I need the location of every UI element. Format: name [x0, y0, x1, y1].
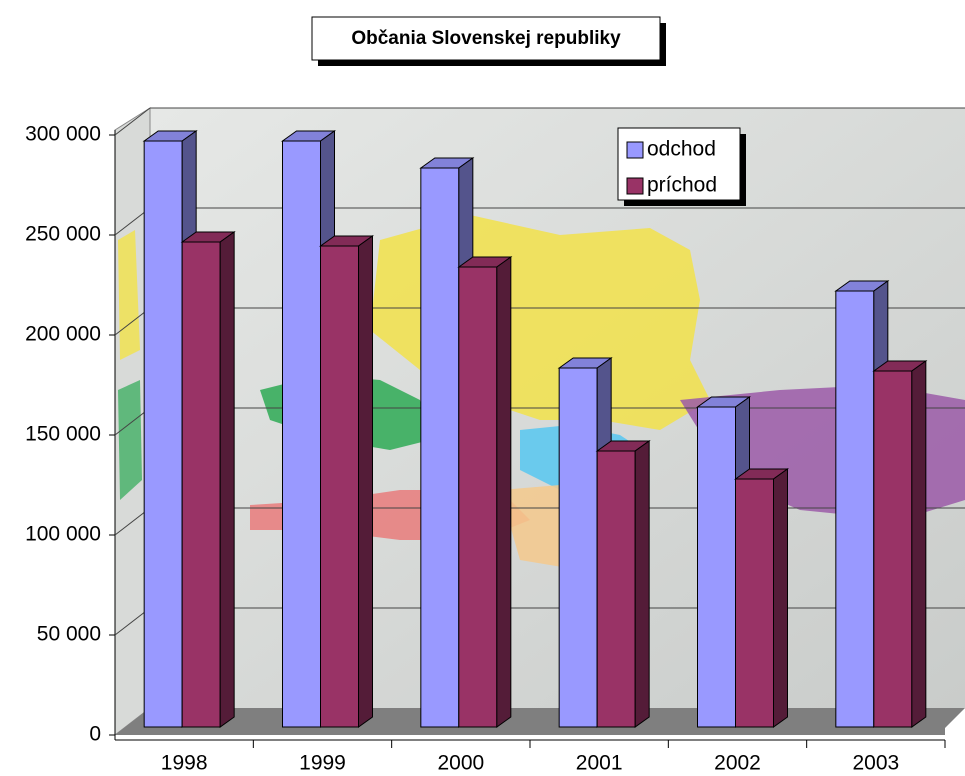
- bar-side: [634, 440, 650, 728]
- bar-front: [320, 245, 359, 728]
- y-tick-label: 250 000: [25, 223, 101, 246]
- bar-front: [458, 266, 498, 728]
- bar: [180, 231, 236, 728]
- bar: [318, 235, 375, 728]
- y-tick-label: 150 000: [25, 423, 101, 446]
- x-tick-label: 1999: [299, 752, 346, 775]
- bar-front: [735, 478, 774, 728]
- bar-front: [596, 450, 636, 728]
- bar-side: [358, 235, 373, 728]
- bar: [595, 440, 651, 728]
- bar-side: [911, 360, 927, 728]
- x-tick-label: 2001: [576, 752, 623, 775]
- grid-line-side: [114, 107, 151, 136]
- bar: [457, 256, 513, 728]
- map-region: [118, 230, 140, 360]
- title-box: [311, 16, 661, 61]
- y-tick-label: 100 000: [25, 523, 101, 546]
- map-region: [118, 380, 142, 500]
- legend-swatch: [626, 141, 644, 159]
- y-tick-label: 0: [89, 723, 101, 746]
- chart-title: Občania Slovenskej republiky: [351, 28, 621, 49]
- bar: [872, 360, 928, 728]
- x-tick-label: 1998: [161, 752, 208, 775]
- x-tick-label: 2000: [437, 752, 484, 775]
- bar-front: [558, 367, 598, 728]
- y-tick-label: 300 000: [25, 123, 101, 146]
- plot: [114, 107, 965, 728]
- legend-label: príchod: [647, 174, 717, 197]
- bar-side: [773, 468, 788, 728]
- bar-side: [496, 256, 512, 728]
- x-tick-label: 2003: [852, 752, 899, 775]
- bar-front: [873, 370, 913, 728]
- bar-front: [697, 406, 736, 728]
- bar-front: [143, 140, 183, 728]
- legend-swatch: [626, 177, 644, 195]
- x-tick-label: 2002: [714, 752, 761, 775]
- y-tick-label: 50 000: [37, 623, 101, 646]
- bar-front: [282, 140, 321, 728]
- bar: [733, 468, 790, 728]
- bar-side: [219, 231, 235, 728]
- y-tick-label: 200 000: [25, 323, 101, 346]
- legend-label: odchod: [647, 138, 716, 161]
- bar-front: [420, 167, 460, 728]
- bar-front: [181, 241, 221, 728]
- legend-items: odchod príchod: [626, 138, 717, 197]
- bar-front: [835, 290, 875, 728]
